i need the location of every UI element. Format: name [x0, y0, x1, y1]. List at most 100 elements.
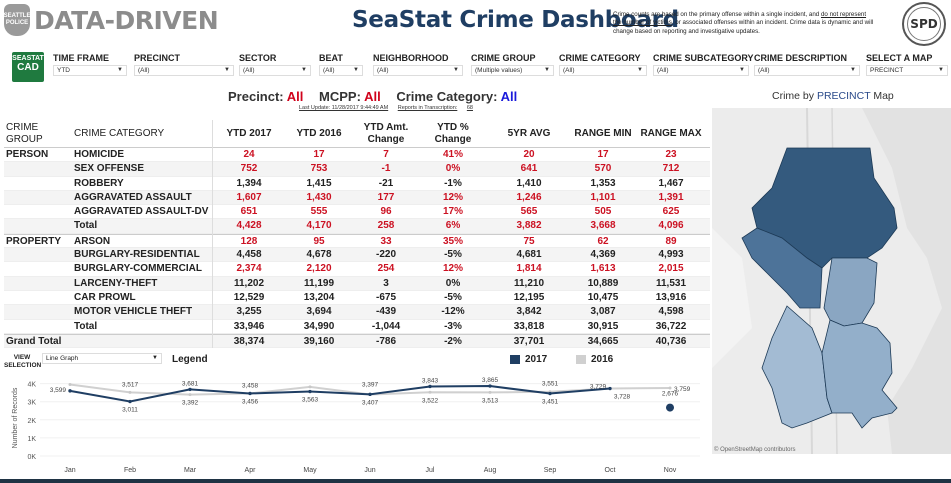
bottom-bar — [0, 479, 951, 483]
value-cell: 2,374 — [236, 263, 262, 275]
table-row[interactable]: BURGLARY-COMMERCIAL 2,374 2,120 254 12% 1,814… — [4, 262, 710, 277]
data-label-2017: 3,729 — [590, 384, 607, 391]
data-label-2017: 3,407 — [362, 399, 379, 406]
data-label-2016: 3,759 — [674, 386, 691, 393]
value-cell: 2,015 — [658, 263, 684, 275]
value-cell: -1,044 — [371, 320, 401, 332]
crime-subcategory-dropdown[interactable]: (All) ▼ — [653, 65, 749, 76]
value-cell: 3,255 — [236, 306, 262, 318]
value-cell: 565 — [520, 206, 538, 218]
crime-category-cell: ROBBERY — [74, 177, 124, 189]
legend-item-2016[interactable]: 2016 — [576, 354, 613, 365]
data-label-2017: 3,681 — [182, 380, 199, 387]
reports-value: 68 — [466, 105, 473, 111]
value-cell: 651 — [240, 206, 258, 218]
value-cell: 62 — [597, 235, 609, 247]
sector-dropdown[interactable]: (All) ▼ — [239, 65, 311, 76]
crime-category-cell: CAR PROWL — [74, 291, 136, 303]
value-cell: 20 — [523, 149, 535, 160]
crime-group-cell: PROPERTY — [6, 235, 62, 247]
table-row[interactable]: Total 4,428 4,170 258 6% 3,882 3,668 4,096 — [4, 219, 710, 234]
filter-time-frame: TIME FRAME YTD ▼ — [53, 53, 127, 76]
value-cell: 37,701 — [513, 335, 545, 347]
chevron-down-icon: ▼ — [224, 67, 230, 73]
data-label-2017: 3,599 — [50, 387, 67, 394]
value-cell: -675 — [375, 291, 396, 303]
crime-category-dropdown[interactable]: (All) ▼ — [559, 65, 647, 76]
table-row[interactable]: CAR PROWL 12,529 13,204 -675 -5% 12,195 10,475… — [4, 291, 710, 306]
select-map-dropdown[interactable]: PRECINCT ▼ — [866, 65, 948, 76]
table-row[interactable]: Total 33,946 34,990 -1,044 -3% 33,818 30,915 36… — [4, 320, 710, 334]
data-label-2017: 3,011 — [122, 407, 138, 414]
chevron-down-icon: ▼ — [117, 67, 123, 73]
value-cell: 4,993 — [658, 249, 684, 261]
table-row[interactable]: AGGRAVATED ASSAULT-DV 651 555 96 17% 565 505 62… — [4, 205, 710, 220]
table-header: CRIME GROUP CRIME CATEGORY YTD 2017 YTD … — [4, 120, 710, 148]
value-cell: 1,353 — [590, 177, 616, 189]
table-row[interactable]: PERSON HOMICIDE 24 17 7 41% 20 17 23 — [4, 148, 710, 163]
chevron-down-icon: ▼ — [152, 355, 158, 361]
data-label-2016: 3,522 — [422, 397, 439, 404]
value-cell: 7 — [383, 149, 389, 160]
view-selection-dropdown[interactable]: Line Graph ▼ — [42, 353, 162, 364]
value-cell: -5% — [444, 291, 462, 303]
map-title-suffix: Map — [870, 90, 894, 102]
precinct-map[interactable] — [712, 108, 951, 454]
category-label: Crime Category: — [396, 89, 498, 104]
value-cell: 13,916 — [655, 291, 687, 303]
mcpp-label: MCPP: — [319, 89, 361, 104]
value-cell: 258 — [377, 220, 395, 232]
value-cell: 1,613 — [590, 263, 616, 275]
col-range-min: RANGE MIN — [574, 128, 632, 139]
filter-label: CRIME SUBCATEGORY — [653, 53, 754, 63]
col-ytd-2017: YTD 2017 — [226, 128, 272, 139]
table-row[interactable]: LARCENY-THEFT 11,202 11,199 3 0% 11,210 10,889… — [4, 276, 710, 291]
neighborhood-dropdown[interactable]: (All) ▼ — [373, 65, 463, 76]
value-cell: 17% — [442, 206, 463, 218]
table-row[interactable]: PROPERTY ARSON 128 95 33 35% 75 62 89 — [4, 233, 710, 249]
spd-seal-icon: SPD — [902, 2, 946, 46]
crime-group-dropdown[interactable]: (Multiple values) ▼ — [471, 65, 554, 76]
table-row[interactable]: Grand Total 38,374 39,160 -786 -2% 37,701 34,6… — [4, 333, 710, 349]
table-row[interactable]: MOTOR VEHICLE THEFT 3,255 3,694 -439 -12% 3,8… — [4, 305, 710, 320]
filter-sector: SECTOR (All) ▼ — [239, 53, 311, 76]
value-cell: 40,736 — [655, 335, 687, 347]
table-row[interactable]: BURGLARY-RESIDENTIAL 4,458 4,678 -220 -5% 4,6… — [4, 248, 710, 263]
value-cell: 753 — [310, 163, 328, 175]
value-cell: 3,668 — [590, 220, 616, 232]
time-frame-dropdown[interactable]: YTD ▼ — [53, 65, 127, 76]
legend-item-2017[interactable]: 2017 — [510, 354, 547, 365]
precinct-dropdown[interactable]: (All) ▼ — [134, 65, 234, 76]
value-cell: 128 — [240, 235, 258, 247]
y-axis-label: Number of Records — [12, 387, 19, 448]
page-title: SeaStat Crime Dashboard — [352, 7, 679, 33]
value-cell: 13,204 — [303, 291, 335, 303]
crime-table: CRIME GROUP CRIME CATEGORY YTD 2017 YTD … — [4, 120, 710, 349]
data-label-2017: 3,451 — [542, 399, 559, 406]
value-cell: 1,607 — [236, 191, 262, 203]
col-ytd-2016: YTD 2016 — [296, 128, 342, 139]
x-tick-label: Apr — [245, 467, 257, 474]
crime-category-cell: BURGLARY-COMMERCIAL — [74, 263, 202, 275]
table-row[interactable]: SEX OFFENSE 752 753 -1 0% 641 570 712 — [4, 162, 710, 177]
disclaimer: Crime counts are based on the primary of… — [613, 11, 875, 36]
data-point-2017 — [308, 389, 312, 394]
table-row[interactable]: ROBBERY 1,394 1,415 -21 -1% 1,410 1,353 1,467 — [4, 177, 710, 191]
table-row[interactable]: AGGRAVATED ASSAULT 1,607 1,430 177 12% 1,246 1… — [4, 190, 710, 206]
value-cell: 11,210 — [513, 277, 545, 289]
value-cell: 96 — [380, 206, 392, 218]
beat-dropdown[interactable]: (All) ▼ — [319, 65, 363, 76]
crime-description-dropdown[interactable]: (All) ▼ — [754, 65, 860, 76]
value-cell: 625 — [662, 206, 680, 218]
data-label-2017: 3,865 — [482, 377, 499, 384]
value-cell: 30,915 — [587, 320, 619, 332]
col-amt-change: YTD Amt. Change — [363, 122, 409, 145]
data-point-2017 — [428, 384, 432, 389]
precinct-value: All — [286, 89, 304, 104]
value-cell: 1,391 — [658, 191, 684, 203]
value-cell: 254 — [377, 263, 395, 275]
filter-label: SELECT A MAP — [866, 53, 933, 63]
update-info: Last Update: 11/28/2017 9:44:49 AM Repor… — [299, 105, 481, 111]
x-tick-label: Feb — [124, 467, 136, 474]
